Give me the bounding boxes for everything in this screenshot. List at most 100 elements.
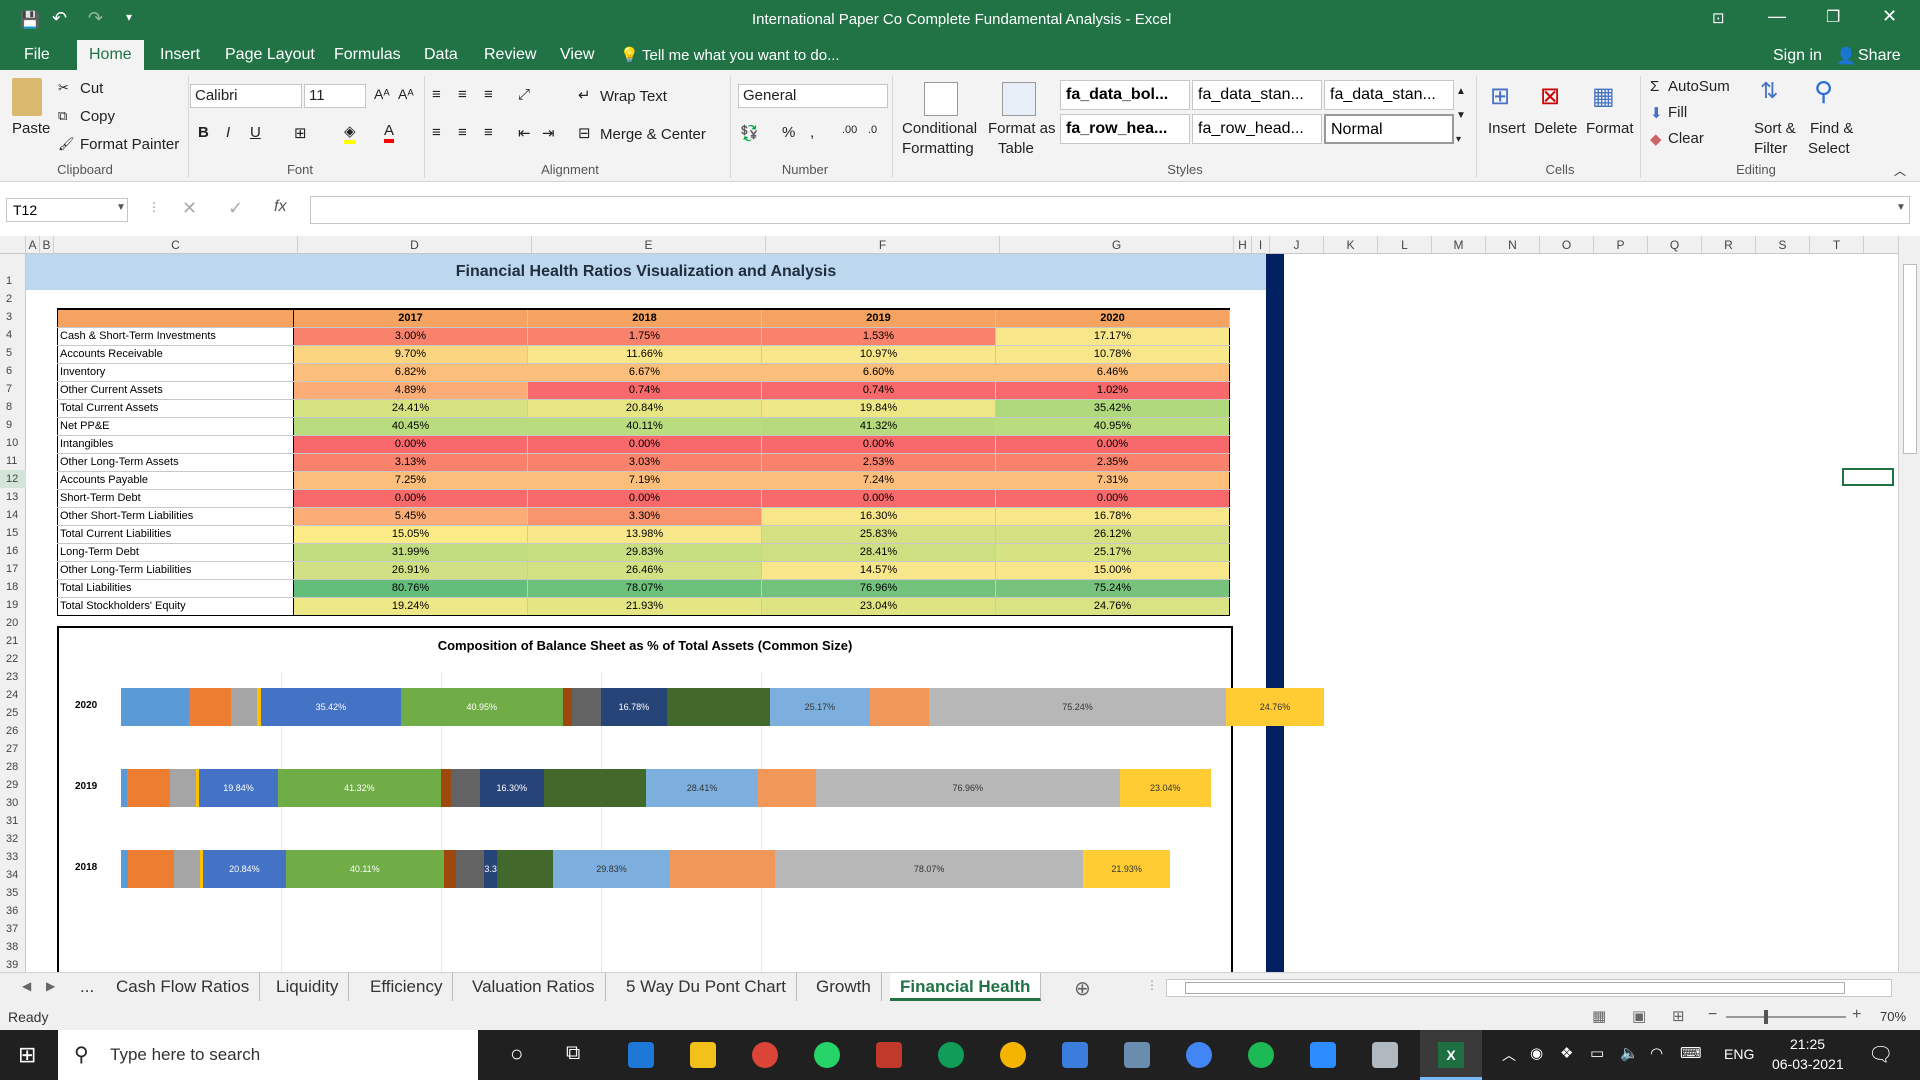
year-header[interactable]: 2019 <box>761 308 996 328</box>
chrome-profile-4-icon[interactable] <box>1186 1042 1212 1068</box>
horizontal-scroll-thumb[interactable] <box>1185 982 1845 994</box>
ratio-cell[interactable]: 9.70% <box>293 344 528 364</box>
paste-button[interactable]: Paste <box>12 120 51 137</box>
ratio-cell[interactable]: 16.78% <box>995 506 1230 526</box>
bold-icon[interactable]: B <box>198 124 209 141</box>
chrome-profile-2-icon[interactable] <box>938 1042 964 1068</box>
row-label[interactable]: Intangibles <box>57 434 294 454</box>
sheet-tab-cash-flow-ratios[interactable]: Cash Flow Ratios <box>106 973 261 1001</box>
close-icon[interactable]: ✕ <box>1882 6 1898 26</box>
row-header[interactable]: 36 <box>6 905 19 917</box>
excel-taskbar-button[interactable]: X <box>1420 1030 1482 1080</box>
row-label[interactable]: Other Long-Term Liabilities <box>57 560 294 580</box>
column-header-g[interactable]: G <box>1000 236 1234 254</box>
row-header[interactable]: 25 <box>6 707 19 719</box>
ratio-cell[interactable]: 13.98% <box>527 524 762 544</box>
year-header[interactable]: 2017 <box>293 308 528 328</box>
font-size-select[interactable]: 11 <box>304 84 366 108</box>
copy-button[interactable]: Copy <box>80 108 116 125</box>
bar-segment[interactable] <box>440 769 451 807</box>
tab-data[interactable]: Data <box>424 46 458 63</box>
tab-file[interactable]: File <box>24 46 50 63</box>
orientation-icon[interactable]: ⤢ <box>518 86 531 103</box>
sign-in-link[interactable]: Sign in <box>1773 47 1822 64</box>
row-header[interactable]: 32 <box>6 833 19 845</box>
bar-data-label[interactable]: 23.04% <box>1119 769 1211 807</box>
row-header[interactable]: 39 <box>6 959 19 971</box>
column-header-t[interactable]: T <box>1810 236 1864 254</box>
align-right-icon[interactable]: ≡ <box>484 124 493 141</box>
show-hidden-icons[interactable]: ︿ <box>1502 1047 1516 1063</box>
ratio-cell[interactable]: 28.41% <box>761 542 996 562</box>
ratio-cell[interactable]: 41.32% <box>761 416 996 436</box>
wrap-text-button[interactable]: Wrap Text <box>600 88 667 105</box>
format-as-table-button[interactable]: Format as <box>988 120 1056 137</box>
restore-icon[interactable]: ❐ <box>1826 9 1841 26</box>
row-label[interactable]: Total Liabilities <box>57 578 294 598</box>
ratio-cell[interactable]: 0.00% <box>761 434 996 454</box>
camera-tray-icon[interactable]: ◉ <box>1530 1045 1544 1062</box>
bar-segment[interactable] <box>869 688 929 726</box>
dropbox-tray-icon[interactable]: ❖ <box>1560 1045 1574 1062</box>
ratio-cell[interactable]: 11.66% <box>527 344 762 364</box>
ratio-cell[interactable]: 0.00% <box>293 434 528 454</box>
column-header-s[interactable]: S <box>1756 236 1810 254</box>
vertical-scroll-thumb[interactable] <box>1903 264 1917 454</box>
row-header[interactable]: 22 <box>6 653 19 665</box>
bar-segment[interactable] <box>256 688 261 726</box>
name-box-dropdown-icon[interactable]: ▼ <box>116 202 126 213</box>
ratio-cell[interactable]: 19.84% <box>761 398 996 418</box>
confirm-entry-icon[interactable]: ✓ <box>228 198 244 218</box>
ratio-cell[interactable]: 0.00% <box>293 488 528 508</box>
comma-icon[interactable]: , <box>810 124 815 141</box>
bar-segment[interactable] <box>200 850 204 888</box>
zoom-slider[interactable] <box>1726 1010 1846 1024</box>
share-button[interactable]: Share <box>1858 47 1901 64</box>
accounting-icon[interactable]: 💱 <box>740 125 759 142</box>
cortana-icon[interactable]: ○ <box>510 1041 524 1066</box>
column-header-f[interactable]: F <box>766 236 1000 254</box>
column-header-a[interactable]: A <box>26 236 40 254</box>
ratio-cell[interactable]: 40.45% <box>293 416 528 436</box>
bar-data-label[interactable]: 20.84% <box>203 850 286 888</box>
ratio-cell[interactable]: 1.53% <box>761 326 996 346</box>
row-label[interactable]: Short-Term Debt <box>57 488 294 508</box>
bar-data-label[interactable]: 78.07% <box>774 850 1084 888</box>
bar-data-label[interactable]: 24.76% <box>1226 688 1324 726</box>
sheet-tab-efficiency[interactable]: Efficiency <box>360 973 454 1001</box>
row-label[interactable]: Total Current Liabilities <box>57 524 294 544</box>
volume-tray-icon[interactable]: 🔈 <box>1620 1045 1639 1062</box>
align-middle-icon[interactable]: ≡ <box>458 86 467 103</box>
tab-page-layout[interactable]: Page Layout <box>225 46 315 63</box>
bar-data-label[interactable]: 28.41% <box>645 769 759 807</box>
chrome-profile-3-icon[interactable] <box>1000 1042 1026 1068</box>
undo-icon[interactable]: ↶ <box>52 8 68 28</box>
bar-segment[interactable] <box>127 850 174 888</box>
ratio-cell[interactable]: 7.31% <box>995 470 1230 490</box>
cell-style-fa-data-bold[interactable]: fa_data_bol... <box>1060 80 1190 110</box>
row-header[interactable]: 16 <box>6 545 19 557</box>
ratio-cell[interactable]: 10.97% <box>761 344 996 364</box>
zoom-out-icon[interactable]: − <box>1708 1006 1718 1023</box>
bar-segment[interactable] <box>443 850 456 888</box>
merge-center-button[interactable]: Merge & Center <box>600 126 706 143</box>
cell-style-fa-data-standard-2[interactable]: fa_data_stan... <box>1324 80 1454 110</box>
column-header-e[interactable]: E <box>532 236 766 254</box>
column-header-o[interactable]: O <box>1540 236 1594 254</box>
column-header-p[interactable]: P <box>1594 236 1648 254</box>
chrome-icon[interactable] <box>752 1042 778 1068</box>
ratio-cell[interactable]: 6.60% <box>761 362 996 382</box>
bar-data-label[interactable]: 40.95% <box>400 688 563 726</box>
ratio-cell[interactable]: 35.42% <box>995 398 1230 418</box>
ratio-cell[interactable]: 15.05% <box>293 524 528 544</box>
row-header[interactable]: 29 <box>6 779 19 791</box>
row-header[interactable]: 26 <box>6 725 19 737</box>
row-header[interactable]: 6 <box>6 365 13 377</box>
bar-segment[interactable] <box>455 850 485 888</box>
ratio-cell[interactable]: 76.96% <box>761 578 996 598</box>
row-header[interactable]: 23 <box>6 671 19 683</box>
ratio-cell[interactable]: 0.00% <box>761 488 996 508</box>
save-icon[interactable]: 💾 <box>20 12 40 29</box>
column-header-i[interactable]: I <box>1252 236 1270 254</box>
zoom-level[interactable]: 70% <box>1880 1009 1907 1024</box>
